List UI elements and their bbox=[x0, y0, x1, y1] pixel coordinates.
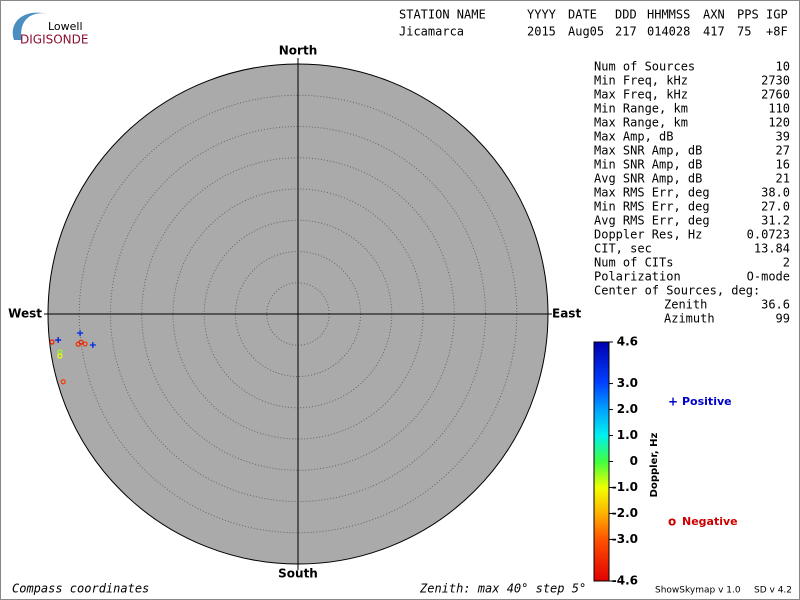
stat-label: Max RMS Err, deg bbox=[594, 186, 710, 200]
direction-label: East bbox=[552, 307, 581, 321]
stat-label: Max Freq, kHz bbox=[594, 88, 688, 102]
skymap-plot: North South West East bbox=[8, 44, 581, 581]
stat-label: Num of Sources bbox=[594, 60, 695, 74]
direction-label: North bbox=[279, 44, 317, 58]
header-label: DATE bbox=[568, 8, 597, 22]
legend-label: Negative bbox=[682, 515, 738, 528]
footer-left: Compass coordinates bbox=[12, 582, 149, 596]
stat-label: Polarization bbox=[594, 270, 681, 284]
footer-middle: Zenith: max 40° step 5° bbox=[419, 582, 586, 596]
logo-swoosh bbox=[12, 12, 48, 40]
header-label: YYYY bbox=[527, 8, 557, 22]
stat-value: 38.0 bbox=[761, 186, 790, 200]
stat-value: 2760 bbox=[761, 88, 790, 102]
stat-value: 2 bbox=[783, 256, 790, 270]
stat-label: Doppler Res, Hz bbox=[594, 228, 702, 242]
stat-label: Azimuth bbox=[664, 312, 715, 326]
header-label: AXN bbox=[703, 8, 725, 22]
direction-label: West bbox=[8, 307, 42, 321]
source-negative bbox=[60, 379, 66, 385]
stat-value: 13.84 bbox=[754, 242, 790, 256]
stat-label: Max SNR Amp, dB bbox=[594, 144, 702, 158]
legend-marker: o bbox=[668, 515, 676, 529]
source-negative bbox=[82, 341, 88, 347]
stat-label: Min RMS Err, deg bbox=[594, 200, 710, 214]
header-value: 014028 bbox=[647, 25, 690, 39]
colorbar-tick-label: -4.6 bbox=[612, 574, 638, 588]
colorbar-tick-label: -2.0 bbox=[612, 506, 638, 520]
header-value: Jicamarca bbox=[399, 25, 464, 39]
stat-value: 39 bbox=[776, 130, 790, 144]
stat-value: 27.0 bbox=[761, 200, 790, 214]
source-positive bbox=[77, 330, 84, 337]
colorbar-tick-label: 1.0 bbox=[617, 428, 638, 442]
colorbar-tick-label: 4.6 bbox=[617, 335, 638, 349]
colorbar-tick-label: 3.0 bbox=[617, 376, 638, 390]
stat-heading: Center of Sources, deg: bbox=[594, 284, 760, 298]
stat-value: 110 bbox=[768, 102, 790, 116]
header-label: IGP bbox=[766, 8, 788, 22]
stat-label: Min Range, km bbox=[594, 102, 688, 116]
header-label: STATION NAME bbox=[399, 8, 486, 22]
colorbar-label: Doppler, Hz bbox=[649, 433, 660, 498]
stat-label: Avg RMS Err, deg bbox=[594, 214, 710, 228]
header-label: DDD bbox=[615, 8, 637, 22]
source-positive bbox=[89, 342, 96, 349]
footer-version: ShowSkymap v 1.0 bbox=[655, 586, 741, 596]
colorbar-tick-label: -3.0 bbox=[612, 532, 638, 546]
logo-bottom: DIGISONDE bbox=[20, 33, 88, 47]
colorbar-tick-label: 0 bbox=[630, 454, 638, 468]
stat-label: Zenith bbox=[664, 298, 707, 312]
stat-label: Num of CITs bbox=[594, 256, 673, 270]
header-value: 75 bbox=[737, 25, 751, 39]
stat-value: O-mode bbox=[747, 270, 790, 284]
legend-marker: + bbox=[668, 395, 678, 409]
stat-value: 0.0723 bbox=[747, 228, 790, 242]
stat-value: 2730 bbox=[761, 74, 790, 88]
stat-value: 27 bbox=[776, 144, 790, 158]
colorbar bbox=[593, 341, 610, 582]
colorbar-tick-label: -1.0 bbox=[612, 480, 638, 494]
source-negative bbox=[57, 353, 63, 359]
header-value: 2015 bbox=[527, 25, 556, 39]
source-negative bbox=[78, 339, 84, 345]
stat-label: CIT, sec bbox=[594, 242, 652, 256]
stat-value: 31.2 bbox=[761, 214, 790, 228]
stat-value: 36.6 bbox=[761, 298, 790, 312]
direction-label: South bbox=[278, 567, 318, 581]
stat-label: Min SNR Amp, dB bbox=[594, 158, 702, 172]
colorbar-tick-label: 2.0 bbox=[617, 402, 638, 416]
header-label: PPS bbox=[737, 8, 759, 22]
header-label: HHMMSS bbox=[647, 8, 690, 22]
logo-top: Lowell bbox=[48, 20, 83, 33]
footer-version: SD v 4.2 bbox=[754, 586, 792, 596]
stat-label: Min Freq, kHz bbox=[594, 74, 688, 88]
stat-value: 10 bbox=[776, 60, 790, 74]
stat-value: 120 bbox=[768, 116, 790, 130]
stat-value: 99 bbox=[776, 312, 790, 326]
legend-label: Positive bbox=[682, 395, 732, 408]
stat-value: 21 bbox=[776, 172, 790, 186]
header-value: 417 bbox=[703, 25, 725, 39]
stat-label: Max Range, km bbox=[594, 116, 688, 130]
header-value: Aug05 bbox=[568, 25, 604, 39]
stat-value: 16 bbox=[776, 158, 790, 172]
header-value: +8F bbox=[766, 25, 788, 39]
stat-label: Avg SNR Amp, dB bbox=[594, 172, 702, 186]
stat-label: Max Amp, dB bbox=[594, 130, 673, 144]
source-negative bbox=[49, 339, 55, 345]
header-value: 217 bbox=[615, 25, 637, 39]
source-positive bbox=[55, 337, 62, 344]
